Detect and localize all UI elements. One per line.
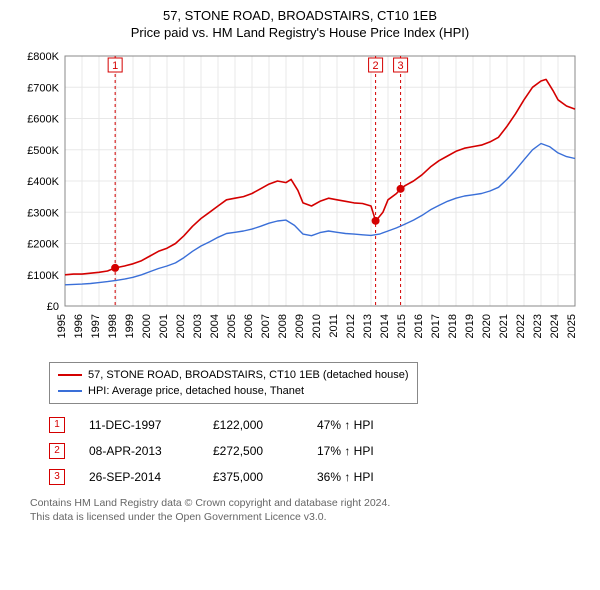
legend-label: 57, STONE ROAD, BROADSTAIRS, CT10 1EB (d… [88,367,409,383]
x-tick-label: 2017 [430,314,442,338]
sale-date: 08-APR-2013 [89,444,189,458]
sale-marker-label: 1 [112,60,118,72]
sale-row: 2 08-APR-2013 £272,500 17% ↑ HPI [49,438,585,464]
y-tick-label: £700K [27,82,59,94]
sale-hpi-delta: 36% ↑ HPI [317,470,407,484]
sales-table: 1 11-DEC-1997 £122,000 47% ↑ HPI 2 08-APR-201… [49,412,585,490]
x-tick-label: 1998 [107,314,119,338]
sale-hpi-delta: 17% ↑ HPI [317,444,407,458]
x-tick-label: 1996 [73,314,85,338]
sale-price: £272,500 [213,444,293,458]
x-tick-label: 2025 [566,314,578,338]
x-tick-label: 2010 [311,314,323,338]
chart-svg: £0 £100K £200K £300K £400K £500K £600K £700K £80… [15,46,585,356]
x-tick-label: 2021 [498,314,510,338]
sale-price: £375,000 [213,470,293,484]
sale-date: 11-DEC-1997 [89,418,189,432]
x-tick-label: 2020 [481,314,493,338]
x-tick-label: 2007 [260,314,272,338]
sale-marker-box: 3 [49,469,65,485]
x-tick-label: 2000 [141,314,153,338]
x-tick-label: 2002 [175,314,187,338]
attribution-line2: This data is licensed under the Open Gov… [30,510,585,524]
attribution-line1: Contains HM Land Registry data © Crown c… [30,496,585,510]
x-tick-label: 2013 [362,314,374,338]
x-tick-label: 2012 [345,314,357,338]
legend-item: 57, STONE ROAD, BROADSTAIRS, CT10 1EB (d… [58,367,409,383]
x-tick-label: 2001 [158,314,170,338]
page: 57, STONE ROAD, BROADSTAIRS, CT10 1EB Pr… [0,0,600,534]
title-block: 57, STONE ROAD, BROADSTAIRS, CT10 1EB Pr… [15,8,585,40]
legend-swatch [58,390,82,392]
title-address: 57, STONE ROAD, BROADSTAIRS, CT10 1EB [15,8,585,23]
sale-marker-label: 2 [373,60,379,72]
y-tick-label: £500K [27,145,59,157]
attribution: Contains HM Land Registry data © Crown c… [30,496,585,524]
x-tick-label: 2018 [447,314,459,338]
y-tick-label: £800K [27,51,59,63]
x-tick-label: 2006 [243,314,255,338]
legend: 57, STONE ROAD, BROADSTAIRS, CT10 1EB (d… [49,362,418,404]
legend-item: HPI: Average price, detached house, Than… [58,383,409,399]
x-tick-label: 1995 [56,314,68,338]
sale-row: 1 11-DEC-1997 £122,000 47% ↑ HPI [49,412,585,438]
y-tick-label: £300K [27,207,59,219]
sale-hpi-delta: 47% ↑ HPI [317,418,407,432]
legend-label: HPI: Average price, detached house, Than… [88,383,304,399]
title-subtitle: Price paid vs. HM Land Registry's House … [15,25,585,40]
x-tick-label: 2019 [464,314,476,338]
x-tick-label: 2005 [226,314,238,338]
sale-date: 26-SEP-2014 [89,470,189,484]
x-tick-label: 2014 [379,314,391,338]
x-tick-label: 2015 [396,314,408,338]
x-tick-label: 2003 [192,314,204,338]
x-tick-label: 2023 [532,314,544,338]
sale-row: 3 26-SEP-2014 £375,000 36% ↑ HPI [49,464,585,490]
y-tick-label: £600K [27,114,59,126]
legend-swatch [58,374,82,376]
y-tick-label: £200K [27,239,59,251]
x-tick-label: 2011 [328,314,340,338]
x-tick-label: 2024 [549,314,561,338]
sale-marker-box: 1 [49,417,65,433]
x-tick-label: 2008 [277,314,289,338]
x-tick-label: 1997 [90,314,102,338]
x-tick-label: 2009 [294,314,306,338]
sale-marker-box: 2 [49,443,65,459]
x-tick-label: 2016 [413,314,425,338]
chart: £0 £100K £200K £300K £400K £500K £600K £700K £80… [15,46,585,356]
sale-marker-label: 3 [398,60,404,72]
x-tick-label: 2022 [515,314,527,338]
y-tick-label: £400K [27,176,59,188]
y-tick-label: £0 [47,301,59,313]
x-tick-label: 1999 [124,314,136,338]
y-tick-label: £100K [27,270,59,282]
sale-price: £122,000 [213,418,293,432]
x-tick-label: 2004 [209,314,221,338]
